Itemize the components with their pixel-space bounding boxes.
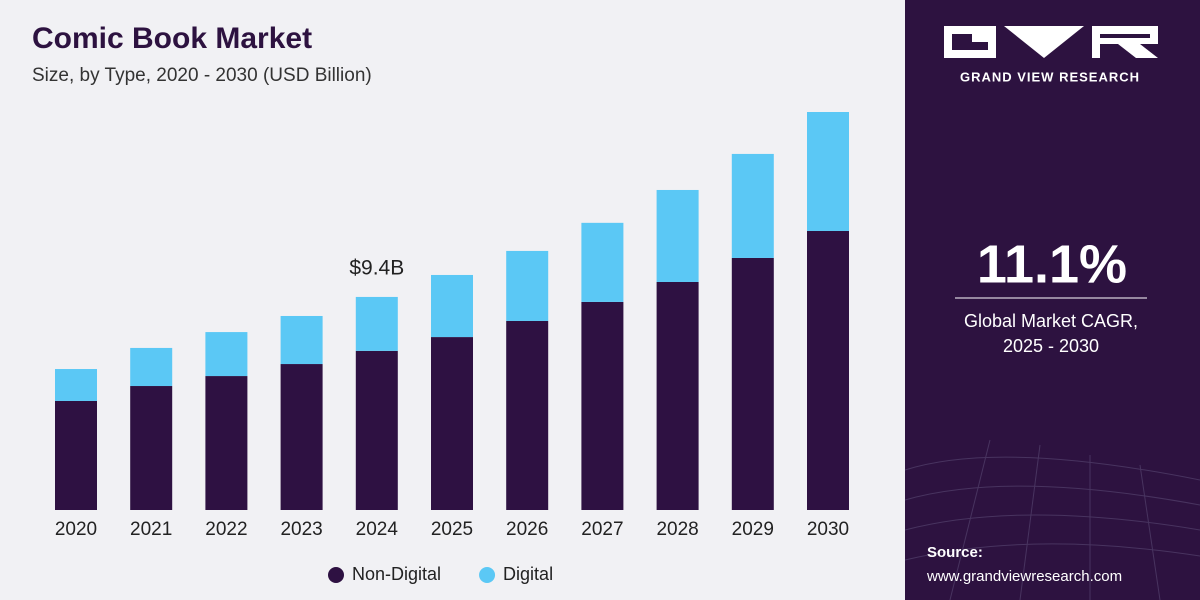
bar-segment — [355, 350, 398, 510]
bar-segment — [807, 112, 849, 231]
bar-segment — [581, 222, 624, 302]
bar-segment — [656, 281, 699, 510]
bar-segment — [807, 230, 849, 510]
bar-segment — [205, 376, 248, 510]
bar-segment — [581, 301, 624, 510]
legend-swatch — [328, 567, 344, 583]
x-tick-label: 2020 — [55, 519, 97, 540]
bar-segment — [656, 189, 699, 282]
logo — [944, 26, 1158, 58]
x-tick-label: 2024 — [356, 519, 399, 540]
x-tick-label: 2022 — [205, 519, 247, 540]
bar-segment — [731, 257, 774, 510]
bar-segment — [205, 332, 248, 377]
bar-segment — [55, 400, 97, 510]
cagr-value: 11.1% — [977, 234, 1127, 294]
bar-segment — [130, 386, 173, 510]
bar-segment — [506, 320, 549, 510]
cagr-label: 2025 - 2030 — [1003, 336, 1099, 356]
source-url: www.grandviewresearch.com — [926, 568, 1122, 585]
bar-segment — [55, 369, 97, 401]
annotation: $9.4B — [349, 256, 404, 279]
x-tick-label: 2026 — [506, 519, 548, 540]
bar-segment — [280, 364, 323, 510]
x-tick-label: 2029 — [732, 519, 774, 540]
chart-title: Comic Book Market — [32, 22, 312, 55]
legend-label: Non-Digital — [352, 564, 441, 584]
bar-segment — [355, 296, 398, 351]
x-tick-label: 2025 — [431, 519, 473, 540]
chart-subtitle: Size, by Type, 2020 - 2030 (USD Billion) — [32, 65, 372, 86]
bar-segment — [130, 347, 173, 387]
x-tick-label: 2030 — [807, 519, 849, 540]
bar-segment — [731, 153, 774, 258]
brand: GRAND VIEW RESEARCH — [960, 69, 1140, 84]
bar-segment — [431, 337, 473, 510]
bar-segment — [506, 250, 549, 321]
x-tick-label: 2021 — [130, 519, 172, 540]
panel-pattern — [904, 439, 1200, 600]
source-label: Source: — [927, 544, 983, 561]
x-tick-label: 2028 — [656, 519, 698, 540]
cagr-label: Global Market CAGR, — [964, 311, 1138, 331]
x-tick-label: 2027 — [581, 519, 623, 540]
x-tick-label: 2023 — [280, 519, 322, 540]
legend-label: Digital — [503, 564, 553, 584]
legend-swatch — [479, 567, 496, 583]
side-panel — [905, 0, 1200, 600]
bar-segment — [431, 274, 473, 338]
bar-segment — [280, 315, 323, 365]
